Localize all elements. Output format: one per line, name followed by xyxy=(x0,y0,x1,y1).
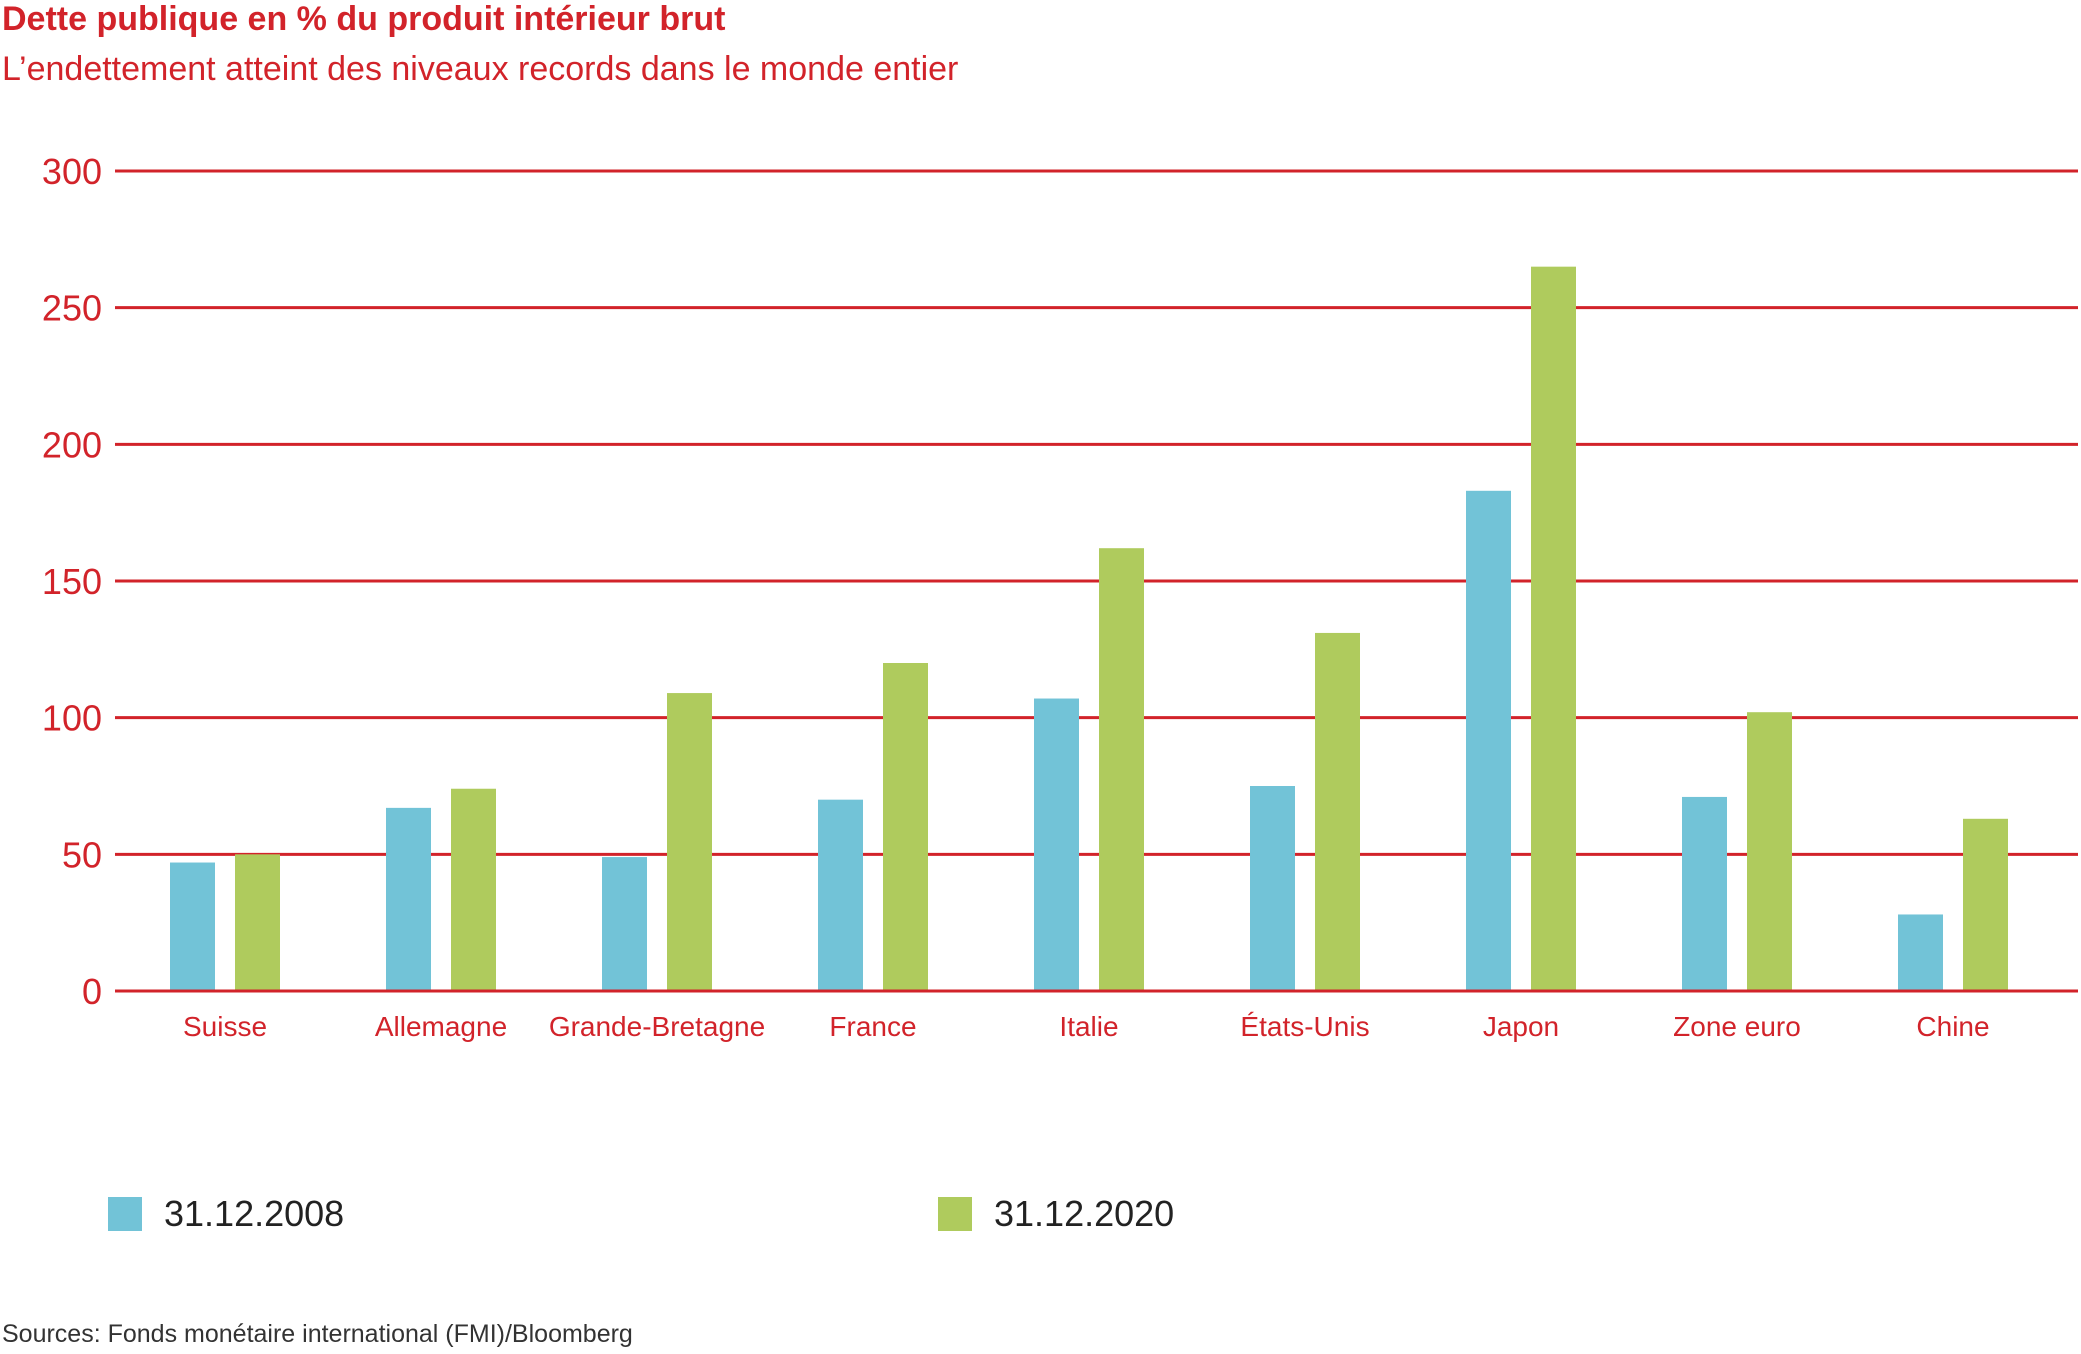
legend-item-2020: 31.12.2020 xyxy=(938,1193,1174,1235)
source-note: Sources: Fonds monétaire international (… xyxy=(2,1320,633,1348)
bar-France-31.12.2020 xyxy=(883,663,928,991)
x-tick-label-8: Chine xyxy=(1916,1011,1989,1042)
bar-Allemagne-31.12.2020 xyxy=(451,788,496,991)
y-tick-label-50: 50 xyxy=(62,834,102,875)
bar-France-31.12.2008 xyxy=(818,799,863,991)
bar-Zone euro-31.12.2020 xyxy=(1747,712,1792,991)
bar-États-Unis-31.12.2008 xyxy=(1250,786,1295,991)
x-axis-labels: Suisse Allemagne Grande-Bretagne France Ital… xyxy=(183,1011,1990,1042)
bar-Allemagne-31.12.2008 xyxy=(386,807,431,991)
x-tick-label-6: Japon xyxy=(1483,1011,1559,1042)
x-tick-label-4: Italie xyxy=(1059,1011,1118,1042)
x-tick-label-7: Zone euro xyxy=(1673,1011,1801,1042)
x-tick-label-5: États-Unis xyxy=(1240,1011,1369,1042)
chart-subtitle: L’endettement atteint des niveaux record… xyxy=(2,50,959,88)
chart-title: Dette publique en % du produit intérieur… xyxy=(2,0,726,38)
x-tick-label-3: France xyxy=(829,1011,916,1042)
bar-Zone euro-31.12.2008 xyxy=(1682,796,1727,991)
legend-label-2008: 31.12.2008 xyxy=(164,1193,345,1234)
bar-Chine-31.12.2008 xyxy=(1898,914,1943,991)
bar-Chine-31.12.2020 xyxy=(1963,818,2008,991)
y-tick-label-250: 250 xyxy=(42,288,102,329)
bar-Suisse-31.12.2008 xyxy=(170,862,215,991)
x-tick-label-1: Allemagne xyxy=(375,1011,507,1042)
y-tick-label-0: 0 xyxy=(82,971,102,1012)
legend-swatch-2008 xyxy=(108,1197,142,1231)
bar-États-Unis-31.12.2020 xyxy=(1315,632,1360,991)
legend-label-2020: 31.12.2020 xyxy=(994,1193,1175,1234)
x-tick-label-0: Suisse xyxy=(183,1011,267,1042)
bar-Japon-31.12.2008 xyxy=(1466,490,1511,991)
legend-swatch-2020 xyxy=(938,1197,972,1231)
legend-item-2008: 31.12.2008 xyxy=(108,1193,344,1235)
y-tick-label-150: 150 xyxy=(42,561,102,602)
bar-Japon-31.12.2020 xyxy=(1531,266,1576,992)
x-tick-label-2: Grande-Bretagne xyxy=(549,1011,765,1042)
bars-layer xyxy=(115,266,2078,993)
bar-Grande-Bretagne-31.12.2008 xyxy=(602,857,647,991)
bar-chart: 0 50 100 150 200 250 300 Suisse Allemagne Grande… xyxy=(42,151,2078,1042)
y-tick-label-200: 200 xyxy=(42,424,102,465)
bar-Grande-Bretagne-31.12.2020 xyxy=(667,693,712,991)
bar-Italie-31.12.2008 xyxy=(1034,698,1079,991)
y-tick-label-300: 300 xyxy=(42,151,102,192)
y-tick-label-100: 100 xyxy=(42,698,102,739)
bar-Italie-31.12.2020 xyxy=(1099,548,1144,991)
bar-Suisse-31.12.2020 xyxy=(235,854,280,991)
